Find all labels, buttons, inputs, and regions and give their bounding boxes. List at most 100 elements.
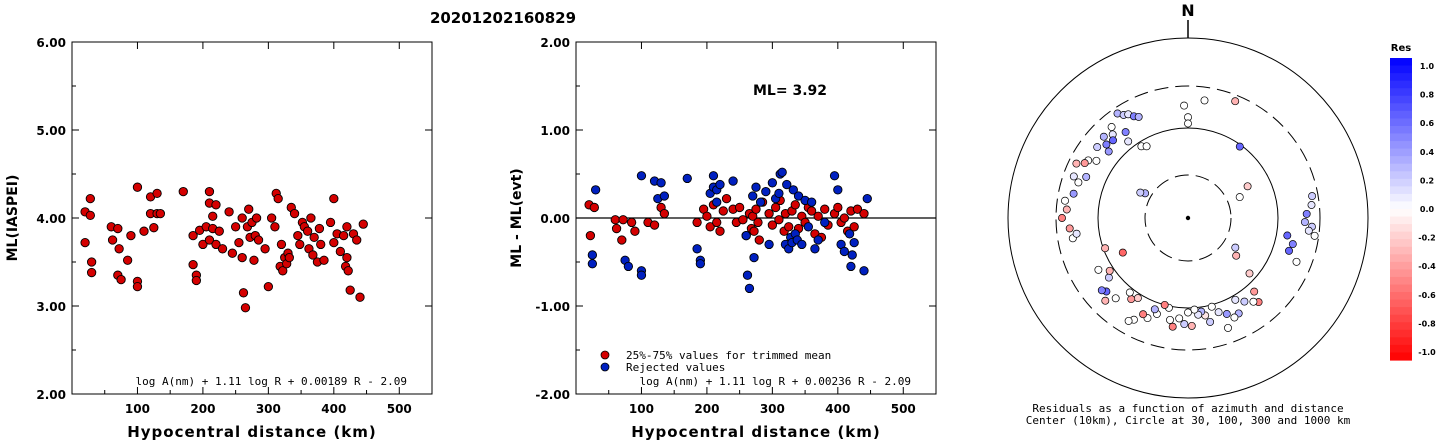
ml-x-axis-label: Hypocentral distance (km) [127, 423, 377, 441]
colorbar-swatch [1390, 276, 1412, 286]
data-point [753, 217, 763, 228]
station-residual-point [1124, 137, 1133, 146]
station-residual-point [1069, 172, 1078, 181]
data-point [237, 252, 247, 263]
data-point [754, 235, 764, 245]
data-point [191, 275, 202, 286]
data-point [761, 186, 771, 197]
x-tick-label: 300 [256, 402, 281, 416]
colorbar-tick-label: -0.8 [1418, 319, 1436, 328]
station-residual-point [1080, 159, 1089, 168]
data-point [234, 237, 244, 248]
res-axis-ticks: 100 200 300 400 500 -2.00 -1.00 0.00 1.00 2.00 [535, 36, 936, 416]
data-point [829, 171, 840, 181]
data-point [636, 270, 647, 280]
data-point [224, 207, 234, 217]
station-residual-point [1127, 295, 1136, 304]
data-point [741, 230, 751, 241]
data-point [253, 235, 264, 245]
res-ml-annotation: ML= 3.92 [753, 83, 827, 99]
colorbar-swatch [1390, 231, 1412, 240]
colorbar-tick-label: 0.0 [1420, 205, 1435, 214]
station-residual-point [1283, 231, 1292, 240]
colorbar-tick-label: -1.0 [1418, 348, 1436, 357]
colorbar-tick-label: 0.6 [1420, 119, 1435, 128]
data-point [784, 222, 794, 232]
colorbar-swatch [1390, 307, 1412, 316]
colorbar-swatch [1390, 329, 1412, 338]
station-residual-point [1207, 302, 1216, 311]
ring-30km [1144, 174, 1232, 262]
station-residual-point [1133, 294, 1142, 303]
data-point [820, 217, 830, 228]
data-point [790, 200, 800, 210]
station-residual-point [1180, 320, 1189, 329]
data-point [314, 223, 325, 234]
colorbar-tick-label: -0.2 [1418, 234, 1436, 243]
colorbar-tick-label: -0.6 [1418, 291, 1436, 300]
data-point [715, 226, 725, 236]
colorbar-swatch [1390, 284, 1412, 293]
ring-1000km [1007, 37, 1369, 399]
colorbar-swatch [1390, 58, 1412, 67]
data-point [198, 239, 208, 250]
colorbar-swatch [1390, 186, 1412, 195]
data-point [839, 246, 850, 257]
data-point [636, 171, 647, 181]
colorbar-swatch [1390, 65, 1412, 74]
data-point [793, 191, 804, 201]
colorbar-swatch [1390, 299, 1412, 308]
data-point [589, 202, 599, 213]
data-point [617, 235, 627, 245]
data-point [352, 235, 362, 245]
y-tick-label: -2.00 [535, 388, 570, 402]
data-point [712, 217, 722, 228]
station-residual-point [1107, 123, 1116, 131]
data-point [122, 255, 133, 265]
data-point [114, 244, 124, 254]
station-residual-point [1094, 265, 1103, 274]
station-residual-point [1104, 273, 1113, 282]
data-point [813, 211, 823, 221]
data-point [749, 252, 759, 263]
data-point [721, 193, 732, 204]
data-point [748, 191, 758, 201]
station-residual-point [1072, 229, 1081, 238]
data-point [237, 213, 247, 223]
station-residual-point [1235, 193, 1244, 202]
station-residual-point [1232, 251, 1241, 260]
data-point [659, 208, 670, 219]
data-point [204, 186, 215, 197]
station-residual-point [1175, 314, 1184, 323]
figure-title: 20201202160829 [430, 9, 576, 27]
station-residual-point [1061, 196, 1069, 205]
colorbar-swatch [1390, 133, 1412, 142]
polar-caption-line1: Residuals as a function of azimuth and d… [1032, 402, 1343, 415]
polar-points [1058, 96, 1319, 332]
colorbar-swatch [1390, 292, 1412, 301]
station-residual-point [1308, 192, 1317, 201]
colorbar-swatch [1390, 178, 1412, 187]
data-point [211, 200, 221, 210]
data-point [849, 237, 859, 248]
station-residual-point [1310, 231, 1319, 240]
station-residual-point [1231, 97, 1240, 106]
data-point [188, 259, 198, 270]
data-point [626, 217, 637, 228]
station-residual-point [1224, 323, 1232, 332]
data-point [846, 261, 856, 272]
y-tick-label: 2.00 [36, 388, 66, 402]
station-residual-point [1304, 226, 1313, 235]
station-residual-point [1074, 178, 1083, 187]
colorbar-swatch [1390, 344, 1412, 354]
colorbar-tick-label: 0.4 [1420, 148, 1435, 157]
y-tick-label: 0.00 [540, 212, 570, 226]
colorbar-swatch [1390, 80, 1412, 89]
x-tick-label: 200 [190, 402, 215, 416]
data-point [849, 222, 859, 232]
station-residual-point [1285, 246, 1293, 255]
data-point [211, 239, 221, 250]
data-point [178, 186, 188, 197]
colorbar-swatch [1390, 209, 1412, 218]
ml-formula: log A(nm) + 1.11 log R + 0.00189 R - 2.0… [135, 375, 407, 388]
